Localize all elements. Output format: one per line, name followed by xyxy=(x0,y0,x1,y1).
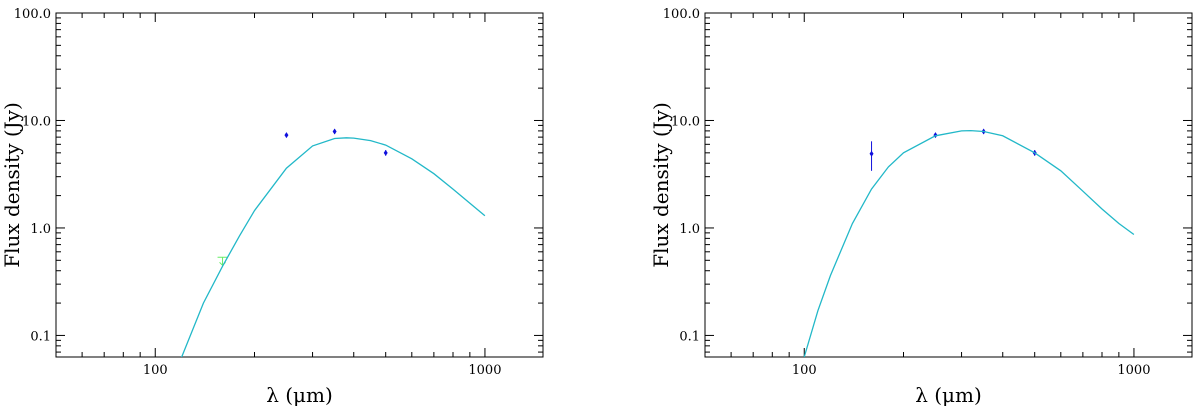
y-axis-ticks xyxy=(56,12,543,353)
y-tick-label: 0.1 xyxy=(679,329,700,344)
chart-panel-right: 100 1000 0.1 1.0 10.0 100.0 λ (μm) Flux density… xyxy=(649,7,1193,407)
y-axis-label: Flux density (Jy) xyxy=(0,102,24,268)
y-tick-label: 10.0 xyxy=(671,114,700,129)
data-point xyxy=(332,128,337,135)
y-tick-label: 10.0 xyxy=(22,114,51,129)
x-axis-label: λ (μm) xyxy=(266,383,333,407)
data-point xyxy=(383,149,388,156)
x-tick-label: 100 xyxy=(792,363,817,378)
data-layer xyxy=(180,128,486,357)
x-tick-label: 1000 xyxy=(468,363,501,378)
x-tick-label: 100 xyxy=(143,363,168,378)
x-axis-label: λ (μm) xyxy=(915,383,982,407)
x-axis-ticks xyxy=(704,13,1135,357)
x-tick-label: 1000 xyxy=(1117,363,1150,378)
upper-limit-marker xyxy=(217,256,228,267)
y-axis-label: Flux density (Jy) xyxy=(649,102,673,268)
chart-panel-left: 100 1000 0.1 1.0 10.0 100.0 λ (μm) Flux density… xyxy=(0,7,544,407)
y-tick-label: 100.0 xyxy=(663,7,700,22)
x-axis-ticks xyxy=(55,13,486,357)
plot-frame xyxy=(704,12,1193,358)
y-axis-ticks xyxy=(705,12,1192,353)
y-tick-label: 0.1 xyxy=(30,329,51,344)
y-tick-label: 1.0 xyxy=(30,222,51,237)
model-curve xyxy=(803,129,1135,357)
y-tick-label: 100.0 xyxy=(14,7,51,22)
model-curve xyxy=(180,137,486,357)
data-point xyxy=(869,150,874,157)
data-point xyxy=(284,132,289,139)
plot-frame xyxy=(55,12,544,358)
data-layer xyxy=(803,128,1135,357)
y-tick-label: 1.0 xyxy=(679,222,700,237)
